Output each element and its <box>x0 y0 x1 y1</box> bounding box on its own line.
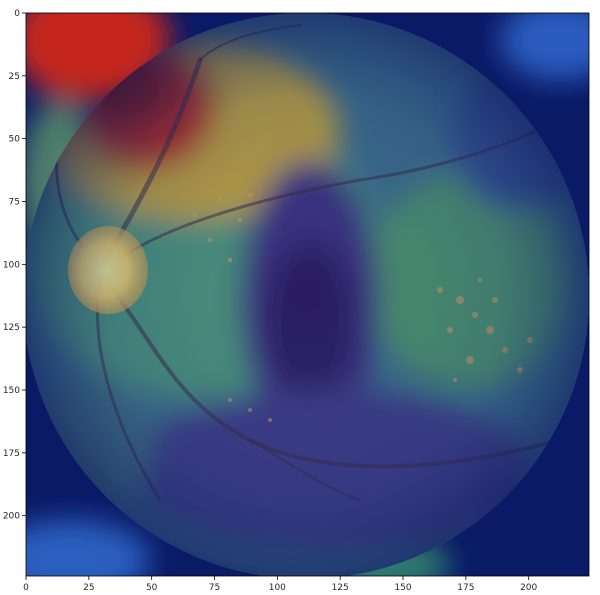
axes-frame <box>25 12 590 577</box>
y-tick-label: 100 <box>3 260 20 270</box>
x-tick-label: 175 <box>457 583 474 593</box>
y-tick-label: 200 <box>3 512 20 522</box>
x-tick-label: 0 <box>23 583 29 593</box>
x-axis: 0 25 50 75 100 125 150 175 200 <box>23 576 538 593</box>
x-tick-label: 125 <box>332 583 349 593</box>
x-tick-label: 150 <box>394 583 411 593</box>
x-tick-label: 75 <box>209 583 220 593</box>
x-tick-label: 25 <box>83 583 94 593</box>
y-axis: 0 25 50 75 100 125 150 175 200 <box>3 9 26 522</box>
x-tick-label: 100 <box>269 583 286 593</box>
y-tick-label: 25 <box>9 72 20 82</box>
y-tick-label: 175 <box>3 449 20 459</box>
y-tick-label: 75 <box>9 198 20 208</box>
x-tick-label: 50 <box>146 583 158 593</box>
y-tick-label: 125 <box>3 323 20 333</box>
y-tick-label: 150 <box>3 386 20 396</box>
y-tick-label: 0 <box>14 9 20 19</box>
y-tick-label: 50 <box>9 135 21 145</box>
x-tick-label: 200 <box>520 583 537 593</box>
fundus-image <box>26 13 589 576</box>
